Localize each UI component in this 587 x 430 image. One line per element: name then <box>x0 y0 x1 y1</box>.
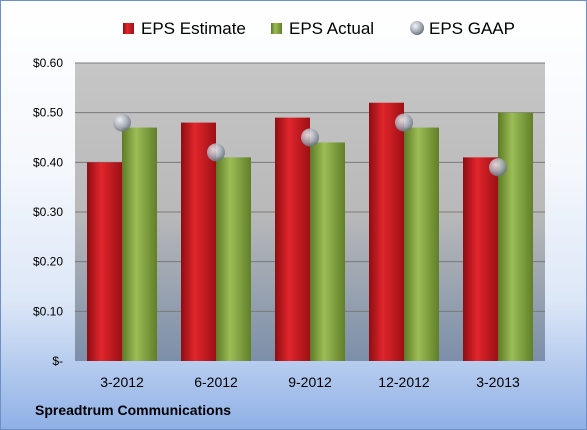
eps-estimate-bar <box>369 102 404 361</box>
x-tick-label: 3-2013 <box>476 374 520 390</box>
eps-gaap-legend-label: EPS GAAP <box>429 19 515 38</box>
eps-actual-legend-label: EPS Actual <box>289 19 374 38</box>
eps-estimate-bar <box>181 122 216 361</box>
eps-gaap-marker <box>395 113 413 132</box>
x-tick-label: 12-2012 <box>378 374 430 390</box>
eps-actual-bar <box>122 127 157 361</box>
x-tick-label: 9-2012 <box>288 374 332 390</box>
eps-actual-bar <box>310 142 345 361</box>
y-tick-label: $0.10 <box>33 304 63 318</box>
eps-gaap-legend-swatch <box>410 21 424 35</box>
y-tick-label: $- <box>52 354 63 368</box>
eps-actual-bar <box>498 112 533 362</box>
x-tick-label: 3-2012 <box>100 374 144 390</box>
eps-gaap-marker <box>207 143 225 162</box>
eps-actual-bar <box>404 127 439 361</box>
eps-gaap-marker <box>113 113 131 132</box>
eps-estimate-bar <box>463 157 498 361</box>
company-name: Spreadtrum Communications <box>35 402 232 418</box>
eps-gaap-marker <box>301 128 319 147</box>
y-tick-label: $0.60 <box>33 56 63 70</box>
eps-estimate-bar <box>275 117 310 361</box>
x-tick-label: 6-2012 <box>194 374 238 390</box>
eps-estimate-legend-swatch <box>123 23 134 34</box>
y-tick-label: $0.30 <box>33 205 63 219</box>
eps-actual-legend-swatch <box>271 23 282 34</box>
eps-gaap-marker <box>489 158 507 177</box>
eps-estimate-bar <box>87 162 122 361</box>
y-tick-label: $0.40 <box>33 155 63 169</box>
y-tick-label: $0.50 <box>33 106 63 120</box>
y-tick-label: $0.20 <box>33 255 63 269</box>
eps-estimate-legend-label: EPS Estimate <box>141 19 246 38</box>
eps-actual-bar <box>216 157 251 361</box>
